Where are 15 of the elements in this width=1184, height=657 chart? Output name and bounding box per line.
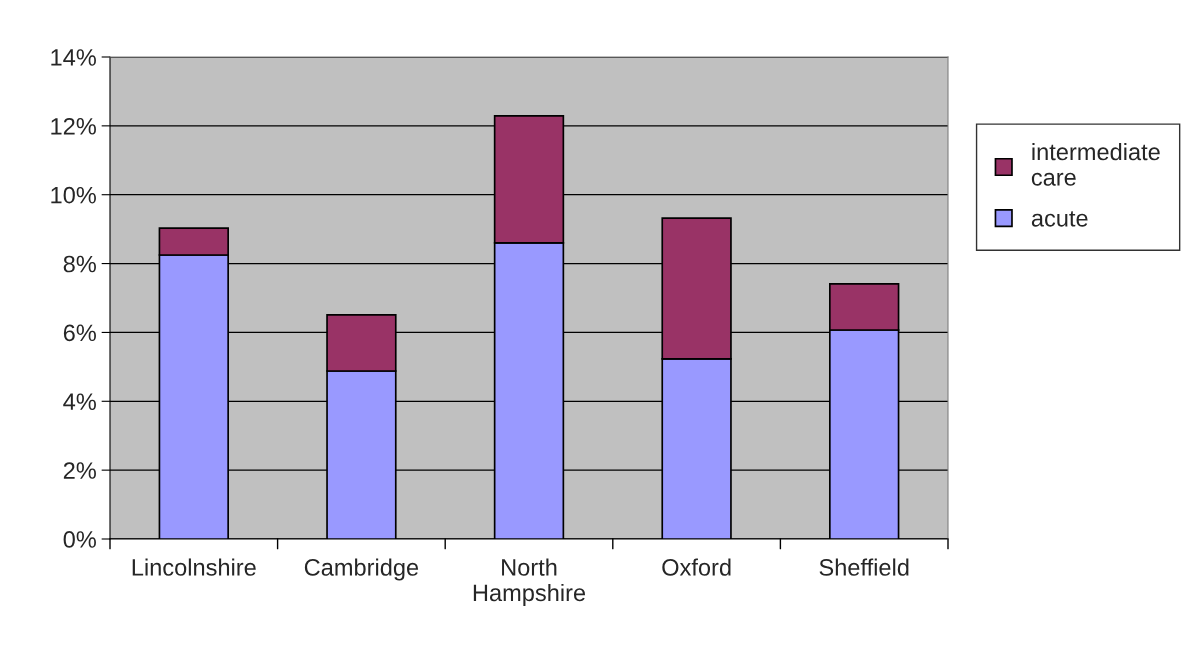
y-tick-label: 12% bbox=[51, 117, 96, 135]
y-tick-label: 2% bbox=[63, 462, 96, 479]
y-tick-label: 6% bbox=[63, 324, 96, 342]
x-tick-label: Sheffield bbox=[819, 558, 909, 576]
x-tick-label: Cambridge bbox=[304, 558, 419, 581]
y-tick-label: 14% bbox=[51, 49, 96, 66]
legend-label: intermediate care bbox=[1031, 142, 1160, 186]
x-tick-label: North Hampshire bbox=[473, 558, 586, 606]
y-tick-label: 8% bbox=[63, 255, 96, 273]
x-tick-label: Lincolnshire bbox=[132, 558, 256, 576]
y-tick-label: 0% bbox=[63, 531, 96, 548]
y-tick-label: 10% bbox=[51, 186, 96, 204]
y-tick-label: 4% bbox=[63, 393, 96, 410]
legend-label: acute bbox=[1031, 211, 1088, 227]
x-tick-label: Oxford bbox=[662, 558, 731, 576]
